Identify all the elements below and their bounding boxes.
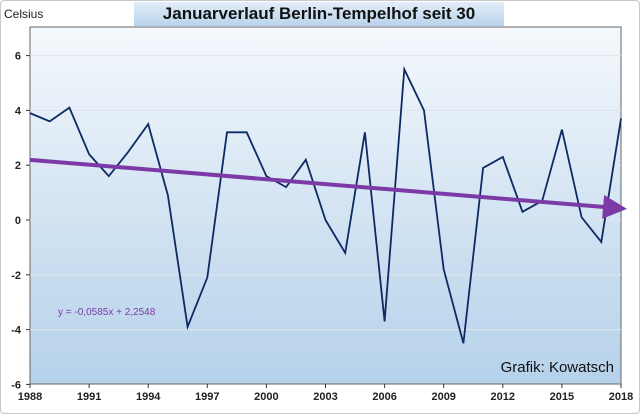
- y-tick-label: -2: [11, 270, 21, 282]
- plot-area: [29, 26, 622, 385]
- y-tick-label: -6: [11, 379, 21, 391]
- trend-line: [29, 157, 627, 219]
- x-tick-label: 2006: [372, 391, 396, 403]
- y-axis-label: Celsius: [4, 7, 44, 21]
- y-tick-label: 2: [15, 160, 21, 172]
- trend-equation: y = -0,0585x + 2,2548: [58, 307, 156, 318]
- y-tick-label: 4: [15, 105, 22, 117]
- y-tick-label: 6: [15, 51, 21, 63]
- x-tick-label: 1994: [136, 391, 161, 403]
- x-tick-label: 2003: [313, 391, 337, 403]
- x-tick-label: 2012: [491, 391, 515, 403]
- x-tick-label: 2009: [431, 391, 455, 403]
- x-tick-label: 2018: [609, 391, 633, 403]
- x-tick-label: 2000: [254, 391, 278, 403]
- y-tick-label: -4: [11, 325, 22, 337]
- x-tick-label: 1997: [195, 391, 219, 403]
- x-tick-label: 2015: [550, 391, 574, 403]
- credit-label: Grafik: Kowatsch: [501, 359, 614, 376]
- y-tick-label: 0: [15, 215, 21, 227]
- x-tick-label: 1988: [18, 391, 42, 403]
- x-tick-label: 1991: [77, 391, 101, 403]
